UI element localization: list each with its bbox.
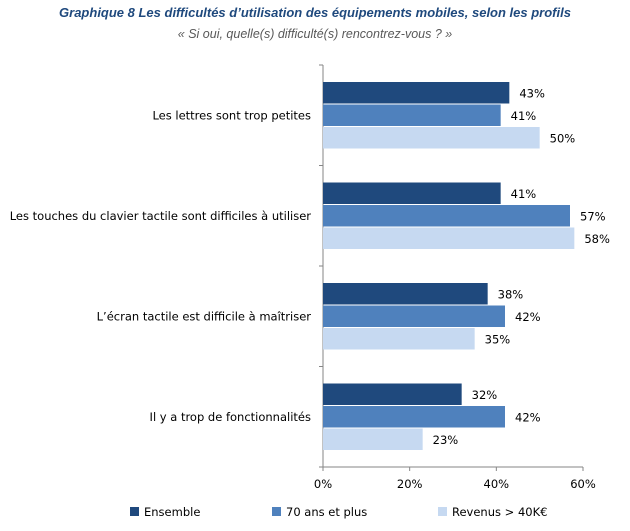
legend-label: Ensemble xyxy=(144,505,200,519)
data-label: 42% xyxy=(515,410,541,424)
data-label: 35% xyxy=(485,332,511,346)
bar xyxy=(323,205,570,227)
x-tick-label: 0% xyxy=(314,477,332,491)
category-label: Il y a trop de fonctionnalités xyxy=(150,410,311,424)
data-label: 50% xyxy=(550,131,576,145)
category-label: L’écran tactile est difficile à maîtrise… xyxy=(97,309,312,323)
data-label: 41% xyxy=(511,109,537,123)
bar xyxy=(323,82,510,104)
data-label: 41% xyxy=(511,187,537,201)
legend-swatch xyxy=(130,507,139,516)
x-tick-label: 60% xyxy=(570,477,596,491)
bar xyxy=(323,227,575,249)
data-label: 57% xyxy=(580,209,606,223)
category-label: Les touches du clavier tactile sont diff… xyxy=(10,209,312,223)
data-label: 32% xyxy=(472,388,498,402)
bar xyxy=(323,428,423,450)
bar xyxy=(323,328,475,350)
legend-swatch xyxy=(272,507,281,516)
x-tick-label: 40% xyxy=(484,477,510,491)
bar xyxy=(323,406,505,428)
chart-subtitle: « Si oui, quelle(s) difficulté(s) rencon… xyxy=(177,27,453,41)
legend-swatch xyxy=(438,507,447,516)
x-tick-label: 20% xyxy=(397,477,423,491)
category-label: Les lettres sont trop petites xyxy=(152,108,311,122)
bar xyxy=(323,305,505,327)
data-label: 42% xyxy=(515,310,541,324)
bar xyxy=(323,104,501,126)
bar xyxy=(323,283,488,305)
data-label: 58% xyxy=(584,232,610,246)
data-label: 43% xyxy=(519,86,545,100)
bar xyxy=(323,182,501,204)
data-label: 23% xyxy=(433,433,459,447)
legend-label: Revenus > 40K€ xyxy=(452,505,547,519)
bar xyxy=(323,127,540,149)
chart-title: Graphique 8 Les difficultés d’utilisatio… xyxy=(59,5,571,20)
bar xyxy=(323,383,462,405)
legend-label: 70 ans et plus xyxy=(286,505,367,519)
data-label: 38% xyxy=(498,287,524,301)
